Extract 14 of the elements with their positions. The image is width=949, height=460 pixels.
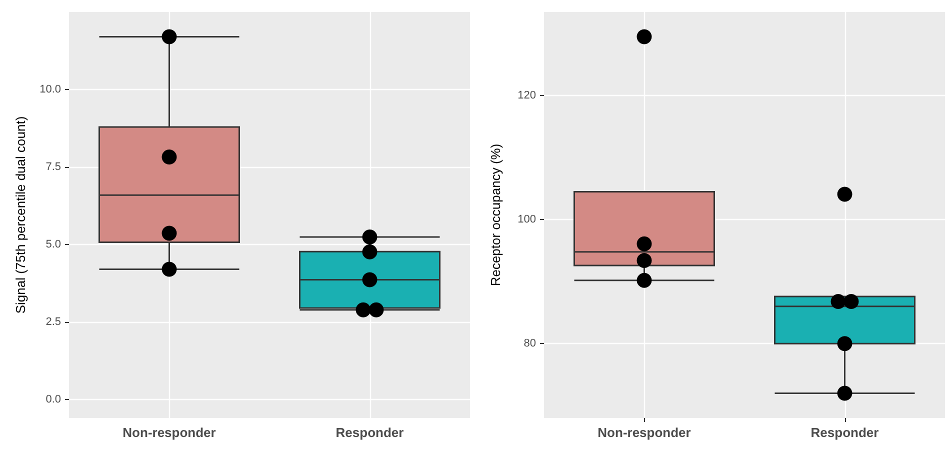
y-tick-label: 80 [524,338,536,350]
x-tick-label: Non-responder [598,425,691,440]
y-tick-label: 0.0 [46,393,61,406]
y-tick-label: 2.5 [46,316,61,328]
x-tick-label: Responder [336,425,404,440]
y-tick-label: 7.5 [46,160,61,173]
x-tick-label: Responder [810,425,879,440]
y-tick-label: 5.0 [46,238,61,250]
y-axis-title: Signal (75th percentile dual count) [13,116,28,314]
y-tick-label: 120 [518,90,536,102]
y-axis-title: Receptor occupancy (%) [488,144,503,286]
y-tick-label: 10.0 [40,83,61,96]
y-tick-label: 100 [518,214,536,226]
x-tick-label: Non-responder [122,425,216,440]
